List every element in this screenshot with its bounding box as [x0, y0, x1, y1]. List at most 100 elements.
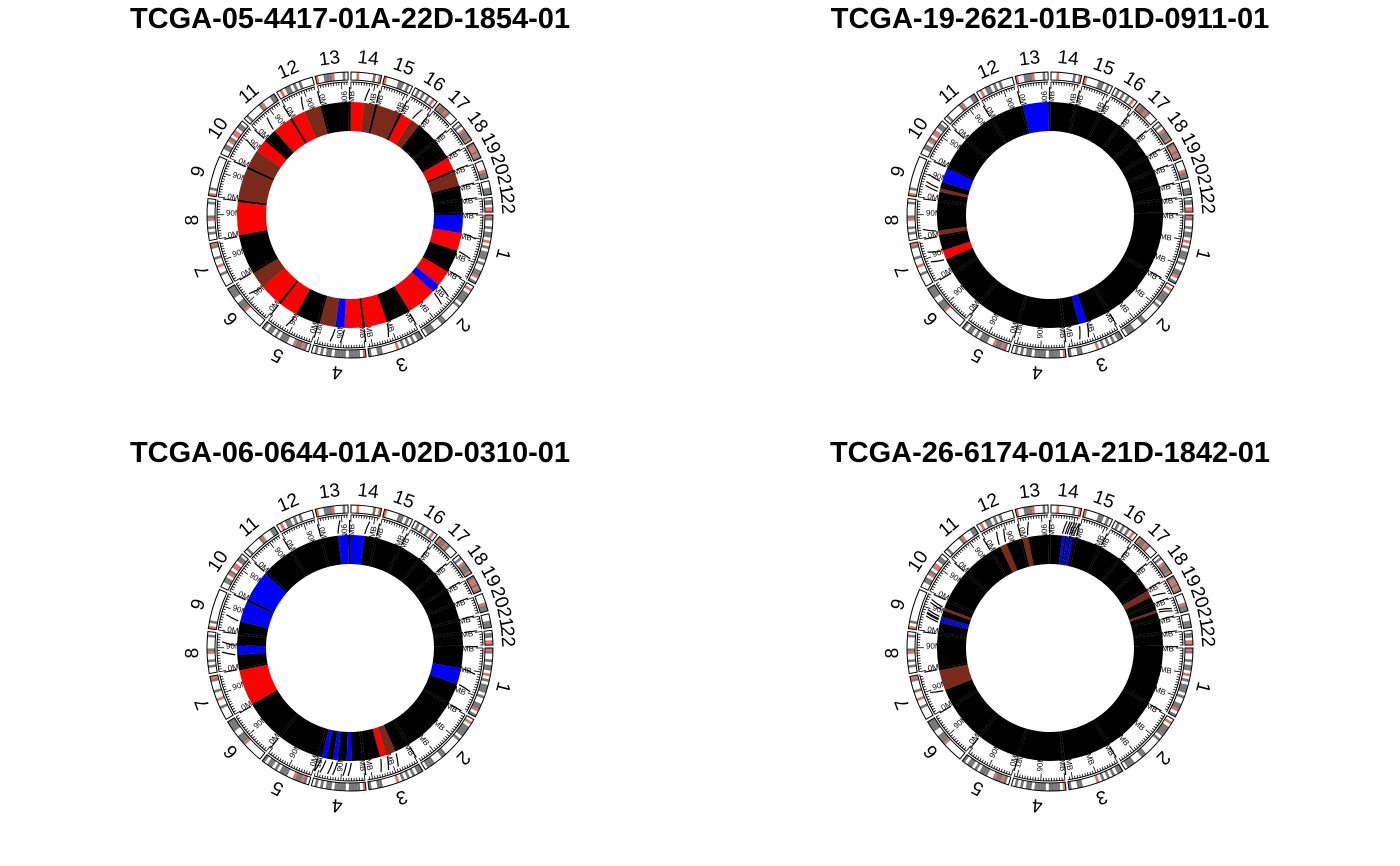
scale-tick	[458, 580, 465, 585]
scale-tick	[227, 162, 231, 165]
scale-tick	[1159, 717, 1163, 720]
scale-tick	[313, 773, 316, 777]
ideogram-chromosome	[926, 717, 966, 760]
ideogram-chromosome	[474, 592, 489, 614]
ideogram-band	[910, 244, 919, 250]
scale-tick	[963, 747, 967, 750]
scale-tick	[1024, 775, 1026, 779]
ideogram-band	[208, 664, 217, 669]
scale-tick	[473, 688, 477, 691]
scale-tick	[1108, 330, 1111, 334]
scale-tick	[929, 590, 937, 595]
cnv-gap	[401, 125, 421, 150]
ideogram-band	[1053, 72, 1057, 81]
segment-connector	[266, 117, 274, 130]
ideogram-band	[302, 342, 309, 351]
scale-tick	[918, 196, 926, 199]
ideogram-band	[478, 688, 487, 694]
chromosome-label: 3	[1093, 785, 1110, 808]
ideogram-band	[1181, 677, 1190, 683]
segment-connector	[969, 737, 979, 749]
ideogram-band	[425, 529, 433, 538]
scale-tick	[240, 721, 244, 725]
cnv-segment-amp	[943, 607, 972, 621]
ideogram-band	[1058, 72, 1063, 81]
cnv-segment-neutral	[980, 281, 1026, 324]
scale-tick	[308, 338, 311, 342]
ideogram-band	[907, 223, 916, 227]
scale-tick	[933, 150, 937, 153]
ideogram-band	[992, 515, 999, 525]
ideogram-band	[912, 685, 922, 691]
ideogram-band	[254, 107, 262, 115]
scale-tick	[221, 613, 225, 616]
segment-connector	[224, 669, 238, 673]
scale-tick	[986, 97, 989, 101]
ideogram-band	[244, 549, 252, 558]
ideogram-band	[943, 737, 951, 746]
segment-connector	[246, 139, 256, 151]
scale-tick	[223, 688, 227, 691]
scale-tick	[226, 598, 230, 601]
ideogram-band	[245, 306, 253, 315]
ideogram-band	[1093, 79, 1099, 89]
ideogram-band	[1169, 275, 1178, 282]
cnv-gap	[1017, 295, 1028, 324]
ideogram-band	[211, 247, 220, 252]
cnv-segment-neutral	[427, 604, 460, 627]
chromosome-label: 22	[1196, 192, 1218, 215]
scale-tick	[1008, 521, 1010, 525]
scale-tick	[1017, 518, 1020, 526]
ideogram-band	[944, 549, 952, 558]
ideogram-band	[434, 536, 442, 545]
scale-tick	[919, 624, 923, 626]
panel-title: TCGA-06-0644-01A-02D-0310-01	[130, 437, 570, 469]
cnv-gap	[320, 105, 330, 134]
scale-tick	[1083, 519, 1086, 523]
scale-tick	[429, 750, 433, 754]
scale-tick	[233, 277, 237, 280]
segment-connector	[386, 323, 390, 338]
scale-tick	[466, 272, 470, 276]
cnv-segment-neutral	[1061, 535, 1067, 565]
ideogram-band	[1118, 91, 1126, 101]
chromosome-label: 9	[887, 597, 910, 613]
scale-tick	[923, 605, 931, 609]
ideogram-band	[448, 737, 457, 746]
scale-tick	[1175, 612, 1179, 614]
scale-tick	[1140, 119, 1144, 123]
ideogram-band	[345, 782, 349, 791]
scale-tick	[221, 680, 225, 683]
scale-tick	[383, 519, 386, 523]
ideogram-chromosome	[1050, 504, 1083, 517]
scale-tick	[455, 723, 459, 727]
scale-tick	[458, 147, 465, 152]
cnv-segment-neutral	[1113, 574, 1147, 604]
scale-axis	[317, 514, 349, 520]
ideogram-band	[957, 751, 965, 760]
ideogram-band	[1175, 163, 1185, 169]
ideogram-band	[1172, 588, 1182, 595]
ideogram-band	[967, 96, 974, 105]
ideogram-band	[227, 284, 236, 292]
segment-connector	[969, 304, 979, 316]
ideogram-band	[907, 661, 916, 666]
scale-tick	[229, 703, 233, 706]
ideogram-chromosome	[310, 777, 367, 792]
scale-tick	[934, 710, 942, 715]
scale-axis	[419, 281, 466, 329]
ideogram-band	[1130, 99, 1138, 108]
scale-tick	[1172, 182, 1180, 186]
scale-tick	[988, 326, 993, 334]
scale-tick	[233, 710, 237, 713]
cnv-gap	[1133, 198, 1163, 205]
scale-tick	[1071, 83, 1073, 87]
segment-connector	[1026, 521, 1029, 536]
scale-tick	[922, 175, 926, 178]
ideogram-band	[446, 548, 455, 556]
chromosome-label: 14	[356, 47, 380, 70]
scale-tick	[1150, 130, 1153, 133]
scale-tick	[476, 676, 480, 678]
scale-tick	[946, 297, 950, 300]
scale-tick	[933, 277, 937, 280]
